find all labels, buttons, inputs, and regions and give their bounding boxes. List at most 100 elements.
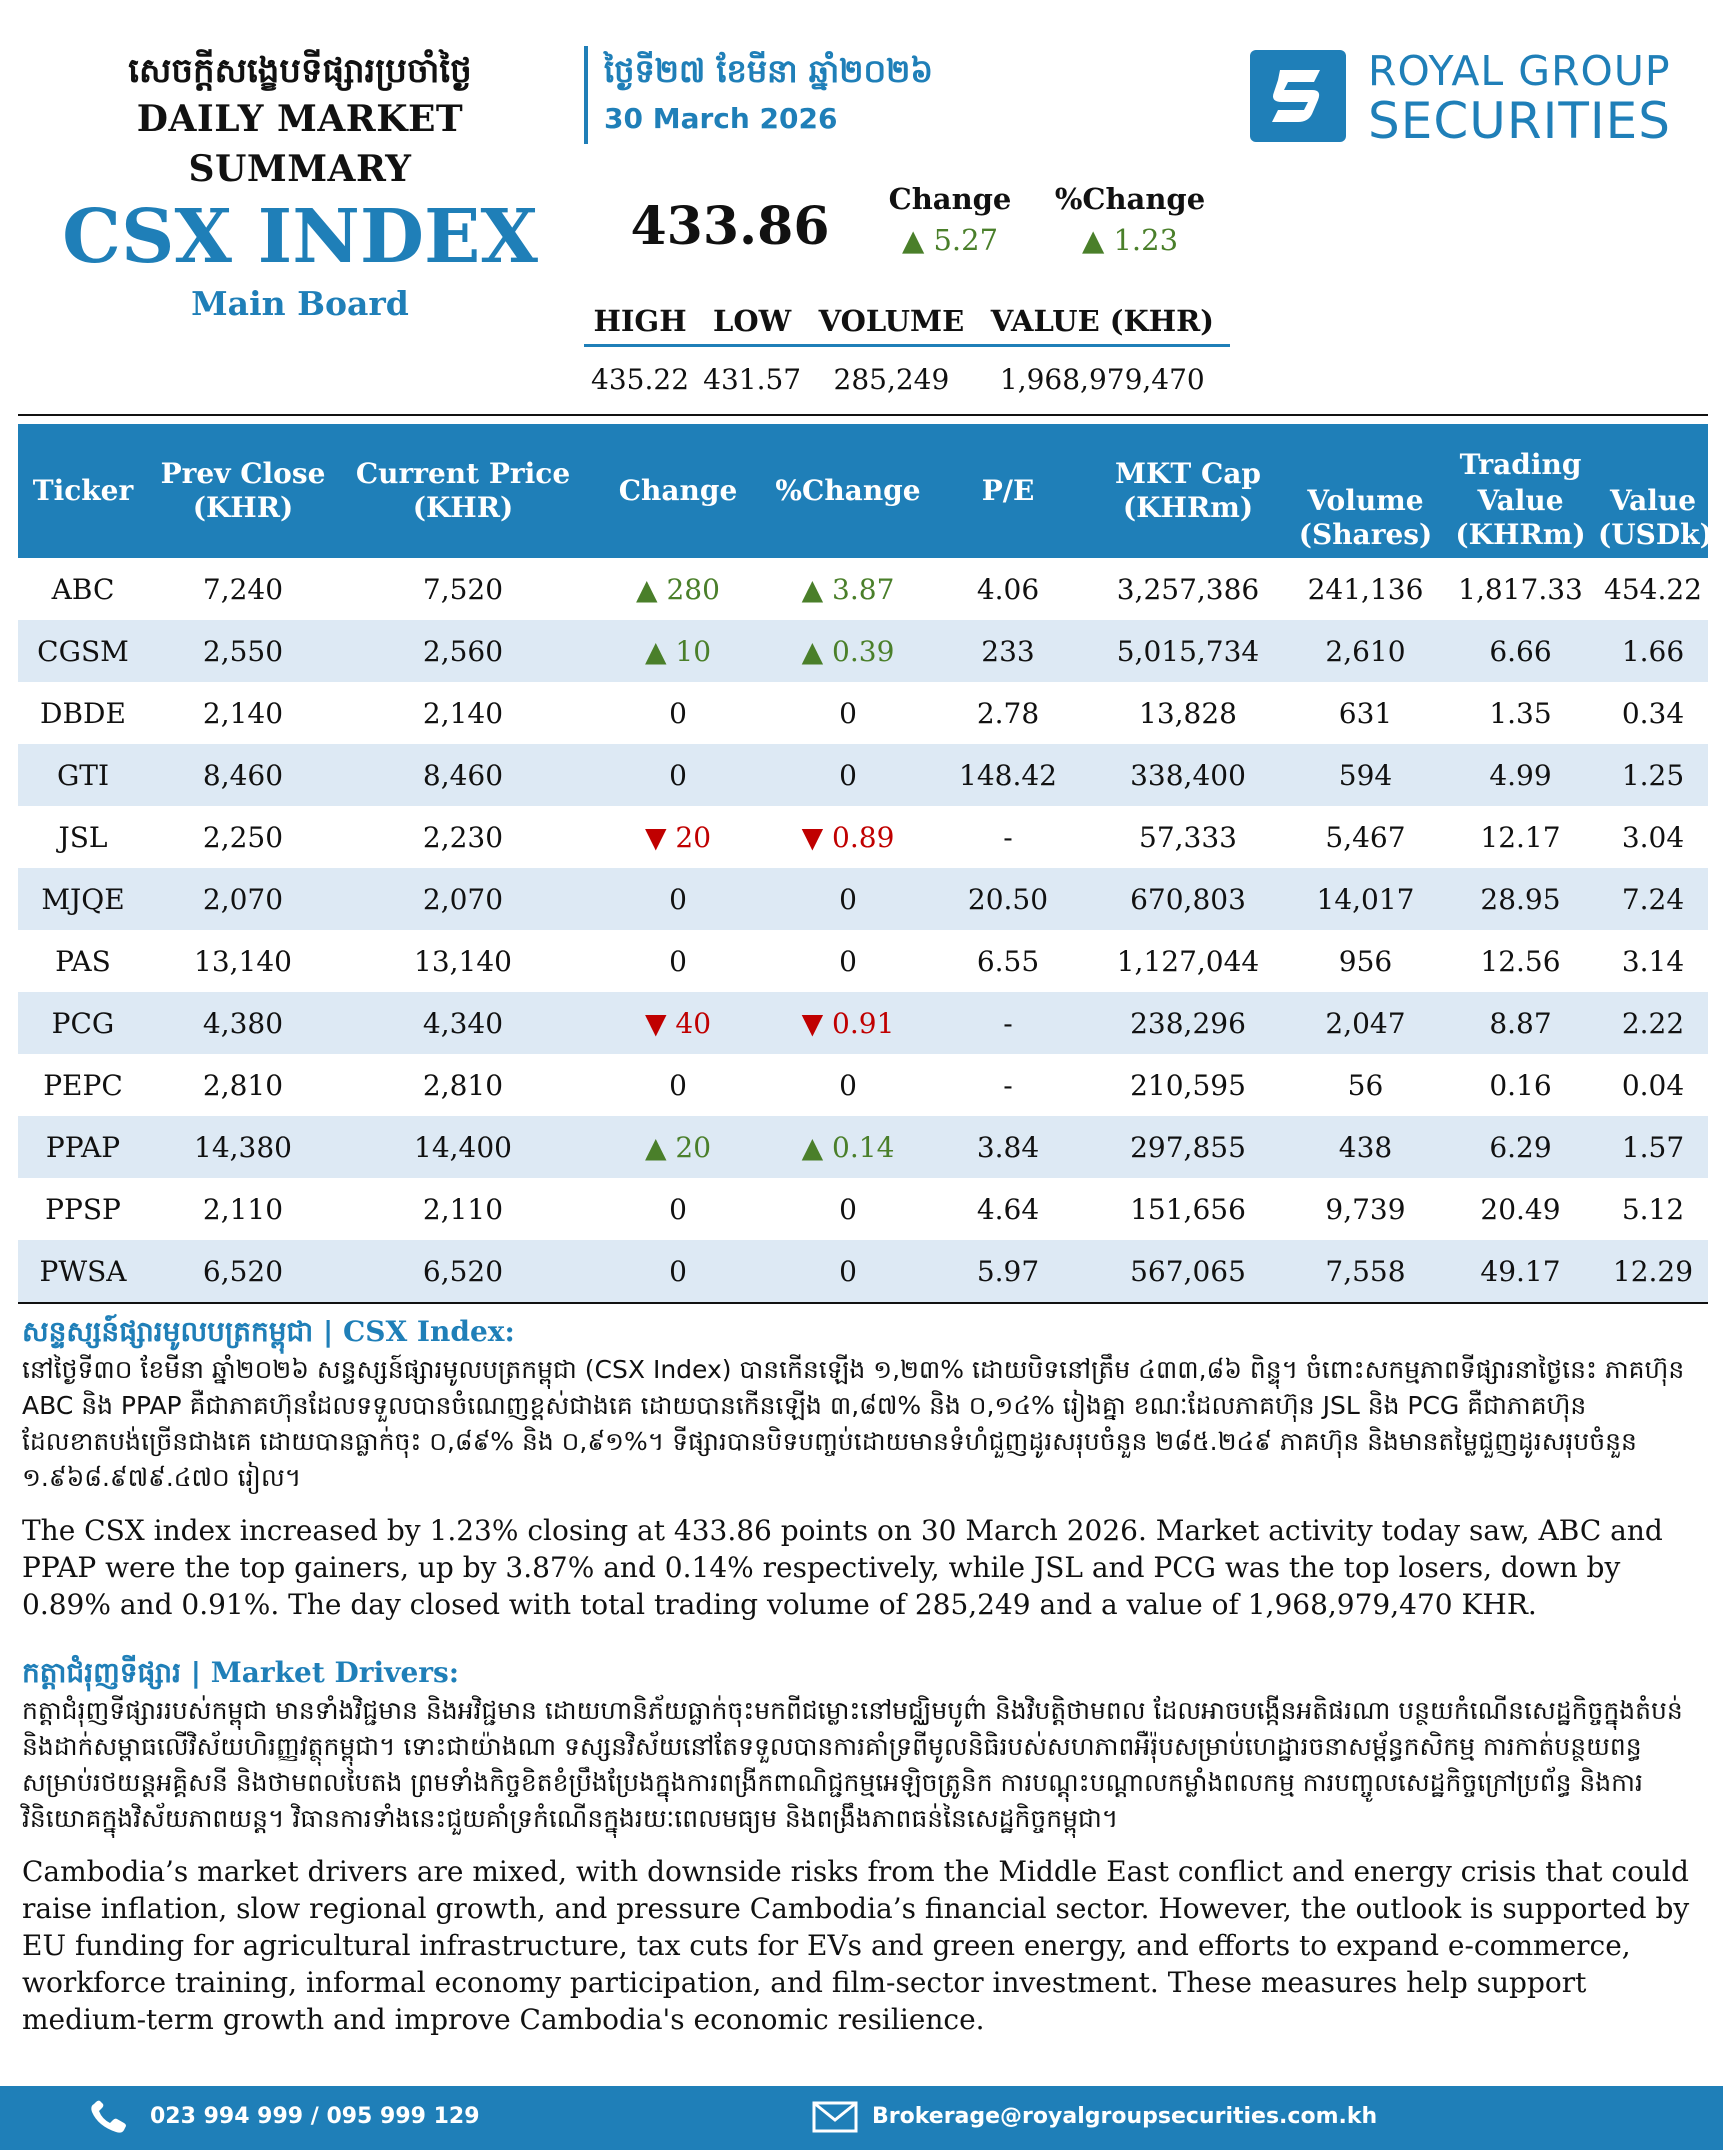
cell-value-usdk: 0.04 <box>1621 1068 1685 1102</box>
csx-body-en: The CSX index increased by 1.23% closing… <box>22 1514 1663 1621</box>
cell-change: 0 <box>669 1192 687 1226</box>
cell-pe: 5.97 <box>928 1240 1088 1304</box>
cell-pe: 20.50 <box>928 868 1088 930</box>
col-header-prev-close: Prev Close (KHR) <box>148 424 338 558</box>
cell-change: 0 <box>588 1240 768 1304</box>
cell-mkt-cap: 5,015,734 <box>1088 620 1288 682</box>
cell-prev-close: 2,140 <box>202 696 284 730</box>
cell-prev-close: 13,140 <box>194 944 292 978</box>
footer-bar: 023 994 999 / 095 999 129 Brokerage@roya… <box>0 2086 1723 2150</box>
cell-pct-change: 0 <box>768 1240 928 1304</box>
logo-text-line2: SECURITIES <box>1368 92 1671 150</box>
section-divider <box>18 414 1708 416</box>
cell-ticker: PPSP <box>45 1192 121 1226</box>
cell-value-khrm: 1.35 <box>1489 696 1552 730</box>
col-header-value-usdk: Value (USDk) <box>1598 424 1713 558</box>
cell-mkt-cap: 670,803 <box>1088 868 1288 930</box>
stats-header-volume: VOLUME <box>808 298 975 347</box>
cell-mkt-cap: 338,400 <box>1088 744 1288 806</box>
cell-current-price: 13,140 <box>414 944 512 978</box>
table-row: PWSA 6,520 6,520 0 0 5.97 567,065 7,558 49.17 12.… <box>18 1240 1708 1304</box>
cell-value-khrm: 12.17 <box>1480 820 1561 854</box>
cell-value-usdk: 3.14 <box>1621 944 1685 978</box>
cell-volume: 56 <box>1347 1068 1384 1102</box>
cell-ticker: PAS <box>55 944 111 978</box>
cell-change: ▲ 10 <box>588 620 768 682</box>
cell-change: ▼ 40 <box>588 992 768 1054</box>
index-title-block: CSX INDEX Main Board <box>60 192 540 326</box>
col-header-mkt-cap: MKT Cap (KHRm) <box>1088 424 1288 558</box>
cell-pct-change: ▼ 0.91 <box>768 992 928 1054</box>
col-header-trading: Trading <box>1443 424 1598 482</box>
col-header-pe: P/E <box>928 424 1088 558</box>
cell-volume: 631 <box>1338 696 1393 730</box>
cell-ticker: PWSA <box>18 1240 148 1304</box>
cell-pct-change: 0 <box>768 744 928 806</box>
cell-prev-close: 2,110 <box>202 1192 284 1226</box>
cell-change: 0 <box>669 696 687 730</box>
table-row: PPSP 2,110 2,110 0 0 4.64 151,656 9,739 20.49 5.1… <box>18 1178 1708 1240</box>
cell-pe: 6.55 <box>976 944 1040 978</box>
report-title-kh: សេចក្តីសង្ខេបទីផ្សារប្រចាំថ្ងៃ <box>128 51 472 91</box>
cell-current-price: 2,110 <box>422 1192 504 1226</box>
cell-pct-change: 0 <box>839 1192 857 1226</box>
cell-ticker: ABC <box>51 572 115 606</box>
drivers-body-kh: កត្តាជំរុញទីផ្សាររបស់កម្ពុជា មានទាំងវិជ្… <box>22 1696 1683 1833</box>
index-board: Main Board <box>191 284 409 323</box>
cell-pe: 4.64 <box>976 1192 1040 1226</box>
table-row: JSL 2,250 2,230 ▼ 20 ▼ 0.89 - 57,333 5,467 12.17… <box>18 806 1708 868</box>
col-header-current-price: Current Price (KHR) <box>338 424 588 558</box>
footer-phone[interactable]: 023 994 999 / 095 999 129 <box>150 2104 480 2129</box>
index-pct-change-block: %Change ▲ 1.23 <box>1040 178 1220 260</box>
report-date-block: ថ្ងៃទី២៧ ខែមីនា ឆ្នាំ២០២៦ 30 March 2026 <box>604 46 933 142</box>
table-row: DBDE 2,140 2,140 0 0 2.78 13,828 631 1.35 0.34 <box>18 682 1708 744</box>
cell-pe: 233 <box>928 620 1088 682</box>
cell-prev-close: 4,380 <box>148 992 338 1054</box>
cell-change: ▲ 20 <box>588 1116 768 1178</box>
cell-pct-change: ▲ 0.14 <box>768 1116 928 1178</box>
cell-current-price: 2,070 <box>338 868 588 930</box>
report-date-kh: ថ្ងៃទី២៧ ខែមីនា ឆ្នាំ២០២៦ <box>604 52 933 90</box>
stats-header-high: HIGH <box>584 298 697 347</box>
report-date-en: 30 March 2026 <box>604 102 838 135</box>
stats-header-value: VALUE (KHR) <box>974 298 1230 347</box>
cell-volume: 956 <box>1338 944 1393 978</box>
cell-change: 0 <box>588 868 768 930</box>
cell-mkt-cap: 57,333 <box>1139 820 1237 854</box>
cell-value-khrm: 28.95 <box>1443 868 1598 930</box>
cell-prev-close: 2,250 <box>202 820 284 854</box>
drivers-body-en: Cambodia’s market drivers are mixed, wit… <box>22 1855 1690 2036</box>
cell-current-price: 7,520 <box>422 572 504 606</box>
cell-current-price: 8,460 <box>338 744 588 806</box>
company-logo: ROYAL GROUP SECURITIES <box>1250 48 1690 150</box>
col-header-ticker: Ticker <box>18 424 148 558</box>
stats-high: 435.22 <box>591 362 690 396</box>
cell-pct-change: 0 <box>839 1068 857 1102</box>
index-change-block: Change ▲ 5.27 <box>870 178 1030 260</box>
cell-mkt-cap: 3,257,386 <box>1116 572 1260 606</box>
cell-ticker: PCG <box>18 992 148 1054</box>
cell-prev-close: 14,380 <box>148 1116 338 1178</box>
index-change-value: ▲ 5.27 <box>901 223 999 257</box>
cell-ticker: MJQE <box>18 868 148 930</box>
cell-ticker: JSL <box>58 820 108 854</box>
cell-value-khrm: 49.17 <box>1443 1240 1598 1304</box>
cell-current-price: 2,560 <box>338 620 588 682</box>
cell-value-khrm: 6.66 <box>1443 620 1598 682</box>
index-stats-table: HIGH LOW VOLUME VALUE (KHR) 435.22 431.5… <box>584 298 1230 411</box>
cell-volume: 2,610 <box>1288 620 1443 682</box>
cell-current-price: 2,230 <box>422 820 504 854</box>
cell-value-usdk: 0.34 <box>1621 696 1685 730</box>
cell-prev-close: 2,550 <box>148 620 338 682</box>
cell-current-price: 6,520 <box>338 1240 588 1304</box>
cell-current-price: 4,340 <box>338 992 588 1054</box>
cell-value-khrm: 1,817.33 <box>1458 572 1583 606</box>
csx-heading-kh: សន្ទស្សន៍ផ្សារមូលបត្រកម្ពុជា | <box>22 1315 343 1348</box>
cell-mkt-cap: 238,296 <box>1088 992 1288 1054</box>
cell-volume: 14,017 <box>1288 868 1443 930</box>
csx-heading-en: CSX Index: <box>342 1315 515 1348</box>
csx-body-kh: នៅថ្ងៃទី៣០ ខែមីនា ឆ្នាំ២០២៦ សន្ទស្សន៍ផ្ស… <box>22 1355 1685 1492</box>
cell-value-khrm: 6.29 <box>1443 1116 1598 1178</box>
cell-prev-close: 2,070 <box>148 868 338 930</box>
footer-email[interactable]: Brokerage@royalgroupsecurities.com.kh <box>872 2104 1378 2129</box>
